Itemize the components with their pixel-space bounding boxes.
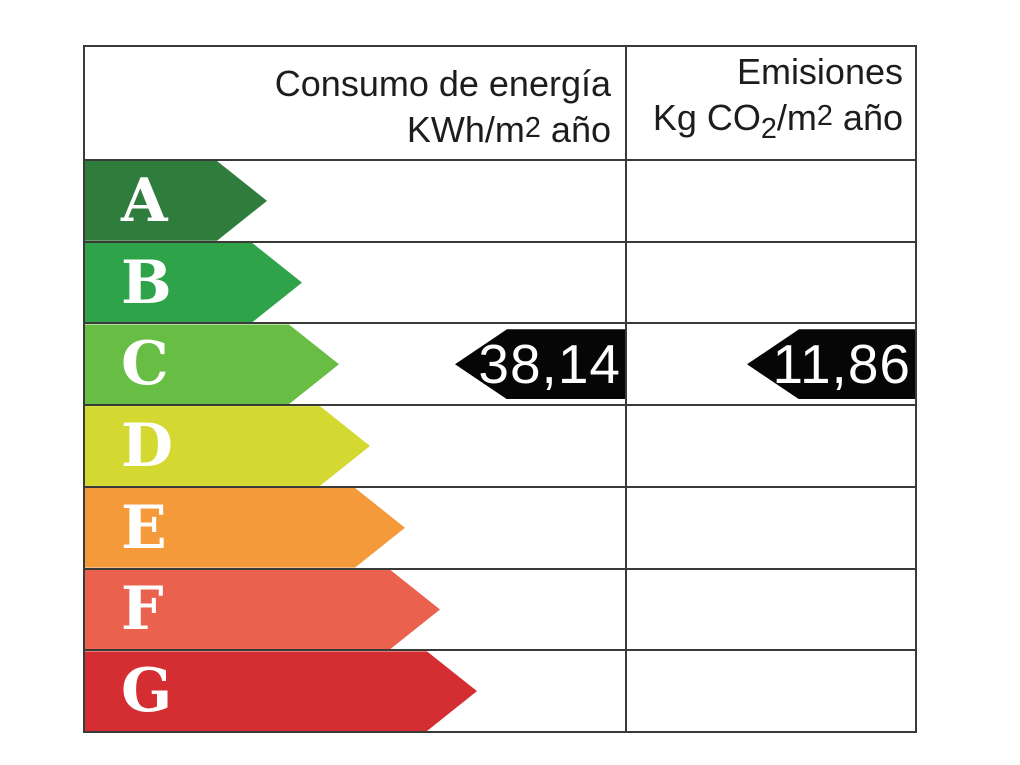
rating-arrow-c: C	[85, 324, 339, 404]
consumption-header-line1: Consumo de energía	[274, 63, 611, 104]
rating-row-e: E	[85, 488, 915, 570]
rating-arrow-b: B	[85, 243, 302, 323]
consumption-column-header: Consumo de energía KWh/m2 año	[85, 47, 627, 159]
rating-row-d: D	[85, 406, 915, 488]
rating-arrow-e: E	[85, 488, 405, 568]
emissions-value-pointer: 11,86	[747, 329, 915, 400]
rating-letter-f: F	[121, 574, 164, 645]
rating-row-c: C 38,14 11,86	[85, 324, 915, 407]
rating-letter-a: A	[121, 165, 168, 236]
column-divider-line	[625, 47, 627, 731]
emissions-header-line1: Emisiones	[736, 51, 903, 92]
rating-arrow-f: F	[85, 570, 440, 650]
consumption-value: 38,14	[478, 333, 621, 396]
rating-row-f: F	[85, 570, 915, 652]
rating-letter-d: D	[121, 411, 174, 482]
rating-arrow-d: D	[85, 406, 370, 486]
consumption-header-unit: KWh/m2 año	[406, 109, 611, 150]
rating-letter-b: B	[121, 247, 172, 318]
rating-letter-c: C	[121, 329, 169, 400]
emissions-value: 11,86	[772, 333, 911, 396]
emissions-header-unit: Kg CO2/m2 año	[652, 97, 903, 145]
emissions-column-header: Emisiones Kg CO2/m2 año	[627, 47, 915, 159]
rating-letter-e: E	[121, 492, 167, 563]
rating-arrow-a: A	[85, 161, 267, 241]
rating-table: Consumo de energía KWh/m2 año Emisiones …	[83, 45, 917, 733]
table-header-row: Consumo de energía KWh/m2 año Emisiones …	[85, 47, 915, 161]
rating-letter-g: G	[121, 656, 173, 727]
rating-arrow-g: G	[85, 651, 477, 731]
rating-row-g: G	[85, 651, 915, 731]
consumption-value-pointer: 38,14	[455, 329, 625, 400]
rating-row-b: B	[85, 243, 915, 325]
rating-row-a: A	[85, 161, 915, 243]
